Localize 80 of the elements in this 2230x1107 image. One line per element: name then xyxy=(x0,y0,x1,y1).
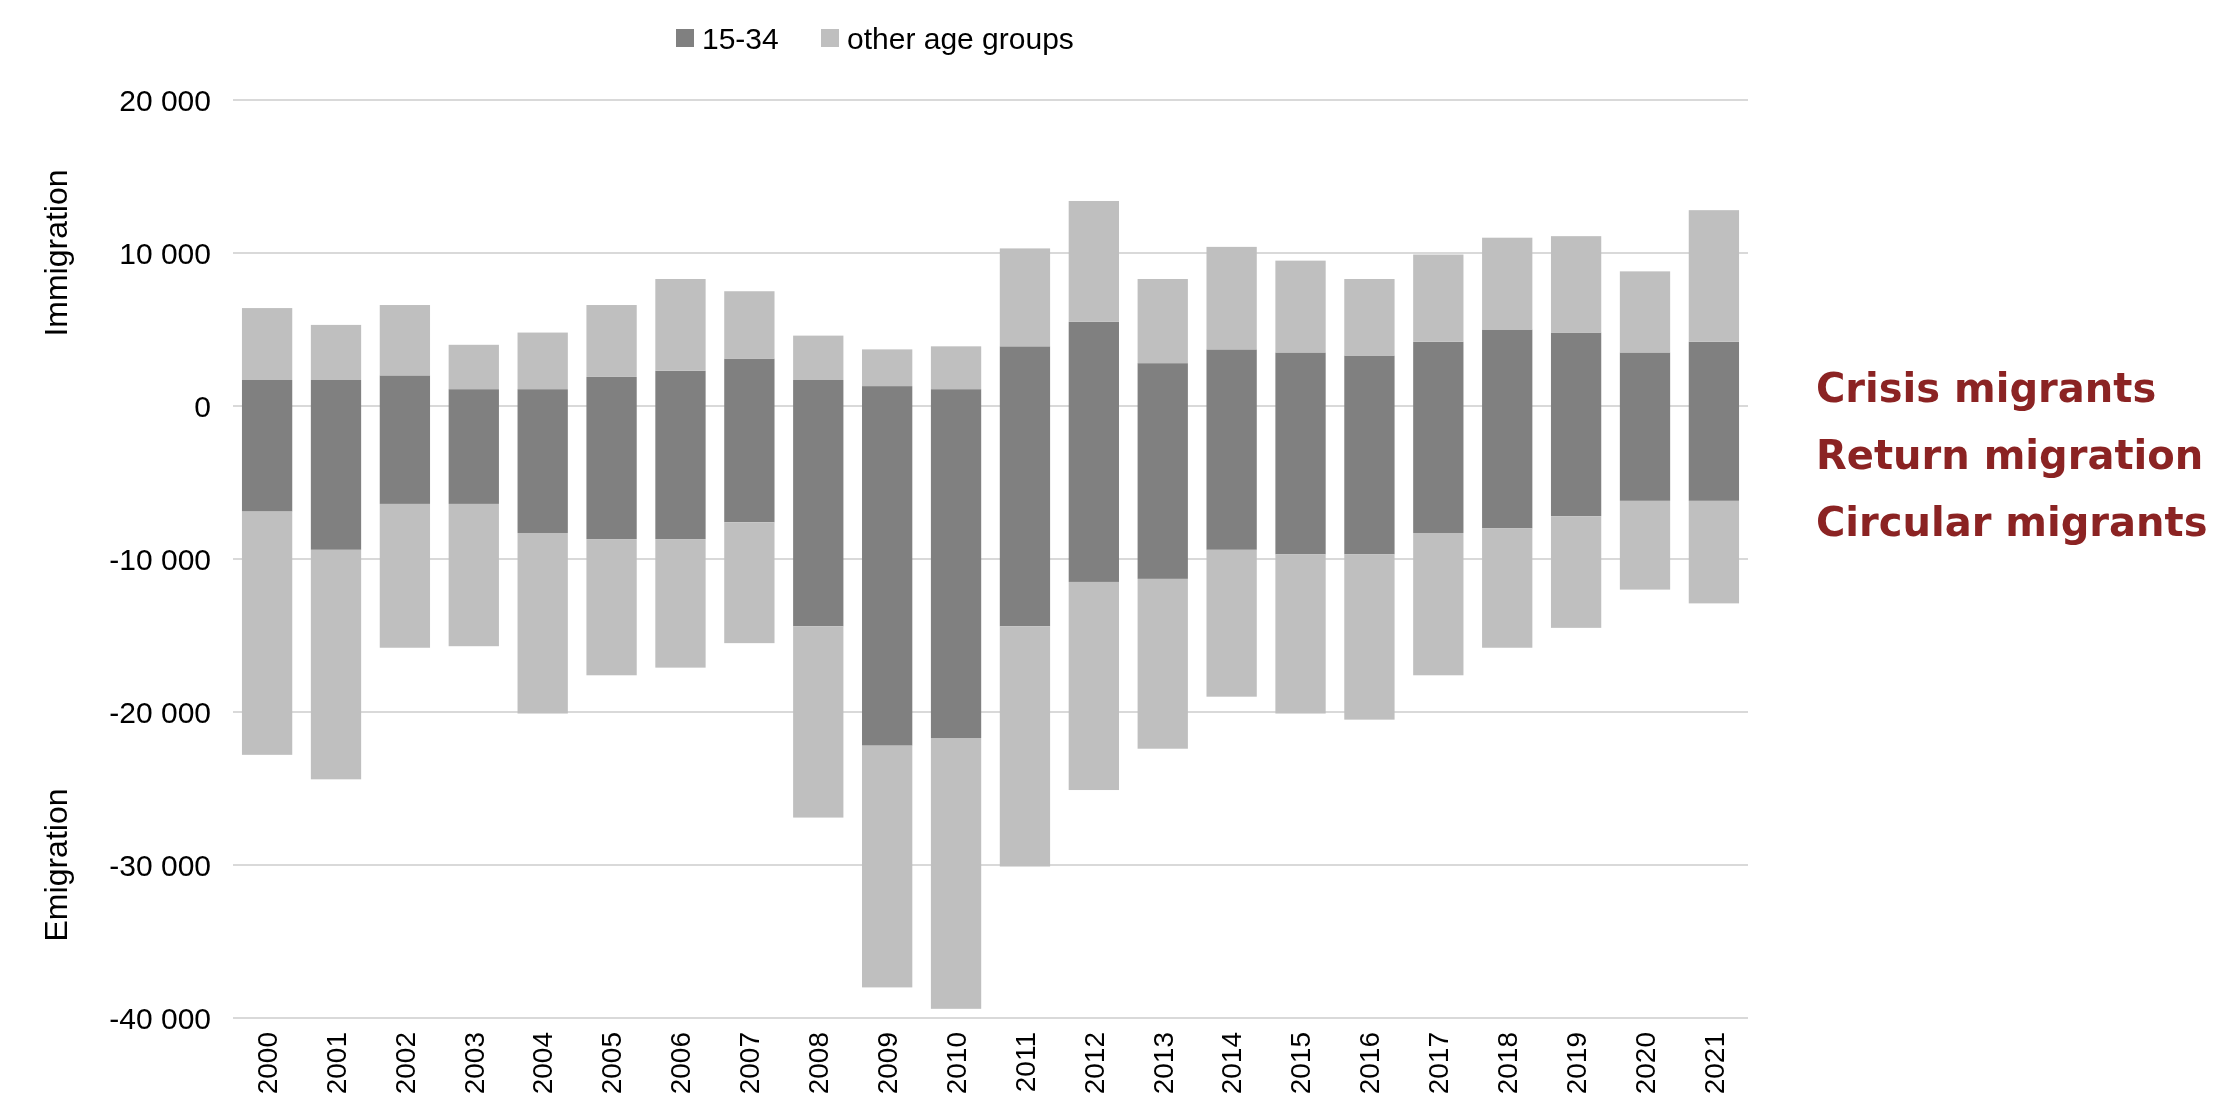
bar xyxy=(1068,200,1119,322)
x-tick-label: 2002 xyxy=(389,1032,421,1095)
text: Emigration xyxy=(38,788,75,942)
bar xyxy=(517,532,568,714)
bar xyxy=(930,346,982,390)
y-tick-label: -30 000 xyxy=(109,848,211,882)
text: Return migration xyxy=(1816,432,2204,478)
bar xyxy=(241,308,293,380)
bar xyxy=(1344,554,1395,720)
bar xyxy=(1413,532,1464,676)
x-tick-label: 2005 xyxy=(596,1032,628,1095)
bar xyxy=(310,324,362,380)
x-tick-label: 2010 xyxy=(940,1032,972,1095)
bar xyxy=(1688,500,1740,604)
x-tick-label: 2020 xyxy=(1629,1032,1661,1095)
bar xyxy=(1275,554,1326,714)
bar xyxy=(1550,516,1602,628)
x-tick-label: 2006 xyxy=(665,1032,697,1095)
y-tick-label: -10 000 xyxy=(109,542,211,576)
x-tick-label: 2011 xyxy=(1009,1032,1041,1093)
x-tick-label: 2004 xyxy=(527,1032,559,1095)
bar xyxy=(1413,254,1464,342)
bar xyxy=(1619,271,1671,353)
text: Immigration xyxy=(38,169,75,337)
bar xyxy=(724,522,775,644)
y-tick-label: 20 000 xyxy=(119,83,211,117)
bar xyxy=(517,332,568,390)
bar xyxy=(1275,260,1326,353)
y-tick-label: -20 000 xyxy=(109,695,211,729)
bar xyxy=(1137,578,1188,749)
text: Circular migrants xyxy=(1816,499,2208,545)
bar xyxy=(448,503,499,647)
bar xyxy=(655,539,706,668)
x-tick-label: 2009 xyxy=(871,1032,903,1095)
y-tick-label: -40 000 xyxy=(109,1001,211,1035)
legend-label: 15-34 xyxy=(702,21,779,55)
bar xyxy=(448,344,499,390)
bar xyxy=(655,279,706,371)
y-tick-label: 10 000 xyxy=(119,236,211,270)
bar xyxy=(999,248,1051,347)
y-tick-label: 0 xyxy=(194,389,211,423)
x-tick-label: 2016 xyxy=(1354,1032,1386,1095)
bar xyxy=(1619,500,1671,590)
bar xyxy=(1688,210,1740,342)
bar xyxy=(1206,549,1257,697)
bar xyxy=(862,745,913,988)
x-tick-label: 2012 xyxy=(1078,1032,1110,1095)
x-tick-label: 2007 xyxy=(734,1032,766,1095)
bar xyxy=(999,626,1051,867)
bar xyxy=(310,549,362,780)
x-tick-label: 2000 xyxy=(251,1032,283,1095)
bar xyxy=(724,291,775,359)
bar xyxy=(1068,581,1119,791)
legend-label: other age groups xyxy=(847,21,1074,55)
bar xyxy=(1206,246,1257,350)
text: Crisis migrants xyxy=(1816,365,2157,411)
bar xyxy=(793,335,844,380)
bar xyxy=(586,305,637,377)
x-tick-label: 2021 xyxy=(1698,1032,1730,1095)
bar xyxy=(862,349,913,387)
x-tick-label: 2003 xyxy=(458,1032,490,1095)
bar xyxy=(930,738,982,1009)
bar xyxy=(1482,237,1533,330)
x-tick-label: 2001 xyxy=(320,1032,352,1095)
x-tick-label: 2008 xyxy=(803,1032,835,1095)
x-tick-label: 2015 xyxy=(1285,1032,1317,1095)
bar xyxy=(1482,528,1533,648)
bar xyxy=(1550,236,1602,333)
x-tick-label: 2014 xyxy=(1216,1032,1248,1095)
bar xyxy=(379,305,431,376)
bar xyxy=(793,626,844,818)
bar xyxy=(241,511,293,755)
bar xyxy=(1344,279,1395,356)
x-tick-label: 2019 xyxy=(1560,1032,1592,1095)
bar xyxy=(1137,279,1188,364)
bar xyxy=(379,503,431,648)
x-tick-label: 2017 xyxy=(1423,1032,1455,1095)
x-tick-label: 2018 xyxy=(1492,1032,1524,1095)
bar xyxy=(586,539,637,676)
x-tick-label: 2013 xyxy=(1147,1032,1179,1095)
